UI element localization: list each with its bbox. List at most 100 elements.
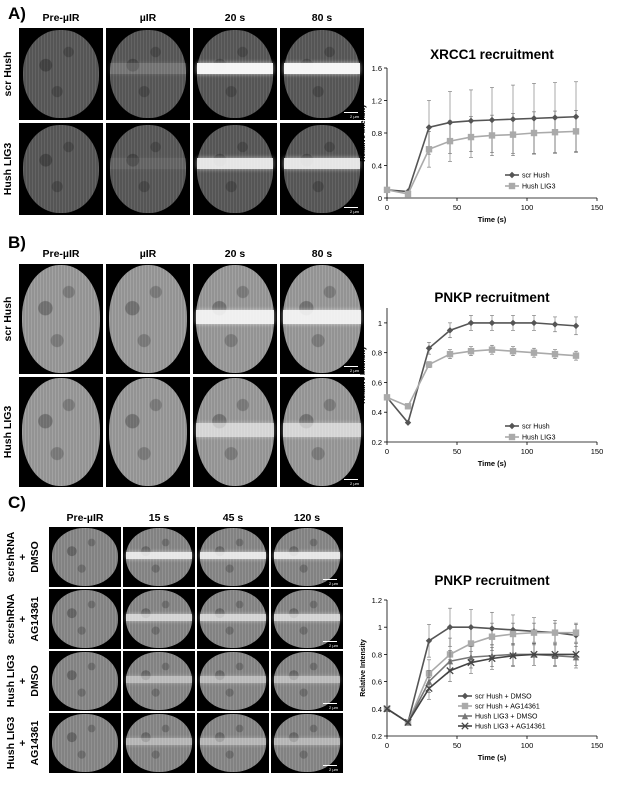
y-tick-label: 0.2: [372, 438, 382, 447]
cell-nucleus: [110, 30, 186, 118]
microirradiation-stripe: [200, 738, 266, 746]
series-line: [386, 631, 576, 724]
micrograph-image: [193, 123, 277, 215]
series-line: [386, 130, 577, 195]
data-point: [446, 350, 454, 358]
data-point: [551, 350, 559, 358]
data-point: [446, 137, 454, 145]
y-tick-label: 1.6: [372, 64, 382, 73]
column-header: 80 s: [311, 12, 333, 24]
micrograph-image: 2 µm: [280, 28, 364, 120]
legend-label: scr Hush + AG14361: [475, 704, 540, 711]
cell-nucleus: [197, 125, 273, 213]
y-tick-label: 0.8: [372, 129, 382, 138]
row-label: scrshRNA + AG14361: [5, 593, 41, 645]
cell-nucleus: [23, 125, 99, 213]
legend-label: Hush LIG3 + AG14361: [475, 724, 546, 731]
data-point: [509, 347, 517, 355]
scale-bar: [344, 207, 358, 208]
data-point: [404, 190, 412, 198]
data-point: [467, 133, 475, 141]
microirradiation-stripe: [197, 62, 273, 74]
column-header: 120 s: [293, 512, 321, 524]
pnkp-recruitment-chart-b: PNKP recruitment 0.2 0.4 0.6 0.8 1 0 50 100 150 Ti…: [360, 290, 603, 468]
column-header: 45 s: [222, 512, 244, 524]
microirradiation-stripe: [274, 676, 340, 684]
data-point: [551, 128, 559, 136]
micrograph-image: [106, 123, 190, 215]
microirradiation-stripe: [274, 552, 340, 560]
micrograph-image: [123, 589, 195, 649]
y-tick-label: 0.8: [372, 349, 382, 358]
x-axis-label: Time (s): [478, 753, 507, 762]
x-tick-label: 150: [591, 741, 604, 750]
data-point: [572, 650, 580, 659]
cell-nucleus: [23, 30, 99, 118]
microirradiation-stripe: [197, 157, 273, 169]
data-point: [461, 702, 469, 710]
microirradiation-stripe: [200, 614, 266, 622]
scale-bar-label: 2 µm: [350, 368, 359, 373]
y-tick-label: 1.2: [372, 97, 382, 106]
data-point: [488, 346, 496, 353]
y-tick-label: 1.2: [372, 596, 382, 605]
data-point: [425, 345, 433, 352]
data-point: [467, 319, 475, 327]
data-point: [530, 129, 538, 137]
data-point: [509, 319, 517, 327]
x-tick-label: 100: [521, 741, 534, 750]
microirradiation-stripe: [284, 62, 360, 74]
y-tick-label: 0.8: [372, 650, 382, 659]
data-point: [551, 321, 559, 328]
microirradiation-stripe: [274, 614, 340, 622]
row-label: scrshRNA + DMSO: [5, 531, 41, 583]
data-point: [404, 403, 412, 410]
data-point: [530, 629, 538, 636]
micrograph-image: [193, 377, 277, 487]
series-line: [386, 653, 576, 724]
micrograph-image: [193, 28, 277, 120]
micrograph-image: [19, 377, 103, 487]
x-axis-label: Time (s): [478, 215, 507, 224]
data-point: [530, 650, 538, 659]
cell-nucleus: [126, 652, 192, 710]
cell-nucleus: [109, 378, 187, 486]
micrograph-image: [193, 264, 277, 374]
column-header: 15 s: [148, 512, 170, 524]
panel-a-letter: A): [8, 4, 26, 23]
cell-nucleus: [284, 30, 360, 118]
y-tick-label: 1: [378, 319, 382, 328]
legend-label: Hush LIG3 + DMSO: [475, 714, 538, 721]
series-line: [386, 653, 577, 724]
scale-bar-label: 2 µm: [329, 581, 338, 586]
data-point: [509, 652, 517, 660]
data-point: [425, 684, 433, 693]
scale-bar-label: 2 µm: [329, 767, 338, 772]
scale-bar: [323, 703, 337, 704]
microirradiation-stripe: [126, 676, 192, 684]
data-point: [383, 394, 391, 401]
y-tick-label: 0.6: [372, 678, 382, 687]
cell-nucleus: [22, 265, 100, 373]
legend-label: scr Hush: [522, 424, 550, 431]
x-axis-label: Time (s): [478, 459, 507, 468]
row-label: Hush LIG3 + DMSO: [5, 654, 41, 708]
x-tick-label: 0: [385, 741, 389, 750]
data-point: [488, 654, 496, 663]
cell-nucleus: [274, 714, 340, 772]
data-point: [467, 658, 475, 667]
data-point: [383, 186, 391, 194]
row-label: scr Hush: [2, 296, 14, 342]
micrograph-image: [49, 589, 121, 649]
cell-nucleus: [274, 652, 340, 710]
data-point: [446, 327, 454, 334]
legend-label: Hush LIG3: [522, 435, 556, 442]
microirradiation-stripe: [283, 310, 361, 325]
y-tick-label: 0.6: [372, 378, 382, 387]
micrograph-image: [19, 28, 103, 120]
scale-bar-label: 2 µm: [329, 705, 338, 710]
xrcc1-recruitment-chart: XRCC1 recruitment 0 0.4 0.8 1.2 1.6 0 50 100 150 T…: [360, 47, 603, 224]
micrograph-image: [197, 651, 269, 711]
micrograph-image: [123, 651, 195, 711]
x-tick-label: 50: [453, 447, 461, 456]
